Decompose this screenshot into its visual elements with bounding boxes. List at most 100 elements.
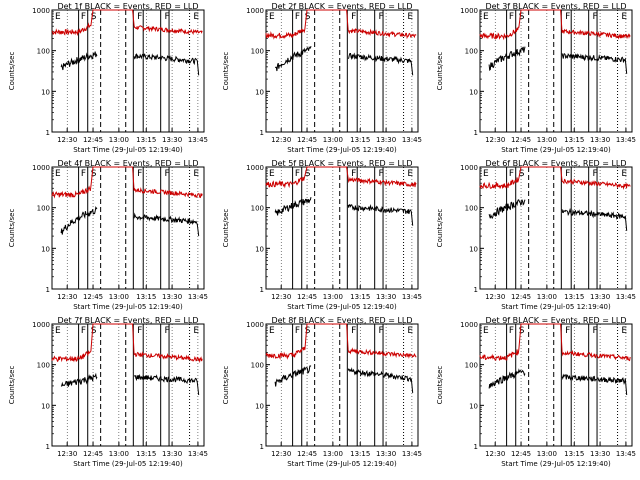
events-series-line-pre [488, 46, 526, 71]
interval-marker: F [137, 12, 142, 22]
y-tick-label: 10 [255, 88, 264, 96]
y-tick-label: 1 [474, 286, 478, 294]
events-series-line-post [347, 52, 414, 76]
x-axis-label: Start Time (29-Jul-05 12:19:40) [501, 303, 611, 311]
y-tick-label: 100 [465, 362, 478, 370]
y-tick-label: 1 [46, 443, 50, 451]
plot-frame [479, 323, 633, 447]
interval-marker: E [55, 12, 61, 22]
y-axis-label: Counts/sec [436, 366, 444, 405]
interval-marker: S [519, 326, 525, 336]
y-tick-label: 100 [37, 48, 50, 56]
y-axis-label: Counts/sec [8, 366, 16, 405]
interval-marker: E [193, 326, 199, 336]
interval-marker: F [592, 12, 597, 22]
lld-series-line [265, 323, 417, 360]
events-series-line-post [133, 53, 200, 76]
y-axis-label: Counts/sec [222, 52, 230, 91]
interval-marker: S [91, 12, 97, 22]
panel-det-5: Det 5f BLACK = Events, RED = LLD Counts/s… [222, 159, 422, 311]
interval-marker: F [81, 12, 86, 22]
y-tick-label: 1000 [32, 164, 50, 172]
interval-marker: F [378, 12, 383, 22]
panel-det-1: Det 1f BLACK = Events, RED = LLD Counts/s… [8, 2, 208, 154]
x-tick-label: 12:30 [485, 293, 505, 301]
lld-series-line [51, 323, 203, 364]
x-axis-label: Start Time (29-Jul-05 12:19:40) [501, 460, 611, 468]
events-series-line-pre [60, 372, 98, 387]
panel-title: Det 1f BLACK = Events, RED = LLD [57, 2, 198, 11]
events-series-line-post [347, 203, 414, 226]
y-tick-label: 10 [41, 402, 50, 410]
y-tick-label: 10 [469, 402, 478, 410]
x-tick-label: 13:15 [350, 136, 370, 144]
lld-series-line [265, 9, 417, 40]
interval-marker: F [592, 169, 597, 179]
x-tick-label: 13:45 [616, 293, 636, 301]
y-tick-label: 1000 [32, 7, 50, 15]
interval-marker: E [621, 169, 627, 179]
y-tick-label: 1000 [460, 7, 478, 15]
y-tick-label: 10 [255, 245, 264, 253]
lld-series-line [265, 166, 417, 189]
panel-title: Det 7f BLACK = Events, RED = LLD [57, 316, 198, 325]
panel-title: Det 2f BLACK = Events, RED = LLD [271, 2, 412, 11]
interval-marker: E [407, 326, 413, 336]
events-series-line-post [561, 207, 628, 231]
x-tick-label: 13:30 [590, 136, 610, 144]
x-tick-label: 13:00 [109, 293, 129, 301]
interval-marker: F [592, 326, 597, 336]
x-tick-label: 13:45 [402, 293, 422, 301]
interval-marker: E [55, 169, 61, 179]
events-series-line-pre [488, 199, 526, 220]
interval-marker: E [193, 12, 199, 22]
y-tick-label: 1 [260, 443, 264, 451]
y-tick-label: 1000 [246, 7, 264, 15]
x-tick-label: 13:30 [590, 293, 610, 301]
x-tick-label: 12:30 [271, 136, 291, 144]
interval-marker: E [621, 12, 627, 22]
interval-marker: F [295, 326, 300, 336]
x-axis-label: Start Time (29-Jul-05 12:19:40) [287, 146, 397, 154]
x-tick-label: 13:30 [590, 450, 610, 458]
events-series-line-post [561, 373, 628, 396]
plot-frame [265, 323, 419, 447]
x-tick-label: 13:45 [616, 450, 636, 458]
events-series-line-post [133, 212, 200, 236]
y-tick-label: 1 [474, 129, 478, 137]
interval-marker: F [81, 169, 86, 179]
events-series-line-post [347, 367, 414, 393]
y-tick-label: 100 [251, 48, 264, 56]
x-tick-label: 13:15 [350, 293, 370, 301]
interval-marker: F [295, 169, 300, 179]
y-tick-label: 100 [251, 362, 264, 370]
x-tick-label: 12:45 [511, 450, 531, 458]
y-axis-label: Counts/sec [8, 209, 16, 248]
x-tick-label: 13:00 [537, 293, 557, 301]
x-axis-label: Start Time (29-Jul-05 12:19:40) [287, 303, 397, 311]
y-tick-label: 1 [474, 443, 478, 451]
y-tick-label: 1000 [246, 321, 264, 329]
interval-marker: F [137, 169, 142, 179]
x-tick-label: 13:15 [136, 136, 156, 144]
x-tick-label: 13:00 [323, 136, 343, 144]
interval-marker: F [81, 326, 86, 336]
interval-marker: E [621, 326, 627, 336]
lld-series-line [479, 9, 631, 41]
panel-det-8: Det 8f BLACK = Events, RED = LLD Counts/s… [222, 316, 422, 468]
x-tick-label: 13:30 [162, 450, 182, 458]
interval-marker: S [305, 169, 311, 179]
x-tick-label: 13:15 [564, 450, 584, 458]
y-tick-label: 100 [37, 205, 50, 213]
panel-det-6: Det 6f BLACK = Events, RED = LLD Counts/s… [436, 159, 636, 311]
x-tick-label: 13:15 [350, 450, 370, 458]
x-tick-label: 13:00 [537, 136, 557, 144]
x-tick-label: 12:45 [83, 293, 103, 301]
interval-marker: F [164, 12, 169, 22]
y-tick-label: 10 [469, 245, 478, 253]
y-tick-label: 1 [46, 286, 50, 294]
x-tick-label: 13:30 [162, 293, 182, 301]
x-tick-label: 12:30 [271, 293, 291, 301]
x-axis-label: Start Time (29-Jul-05 12:19:40) [501, 146, 611, 154]
events-series-line-pre [60, 205, 98, 235]
